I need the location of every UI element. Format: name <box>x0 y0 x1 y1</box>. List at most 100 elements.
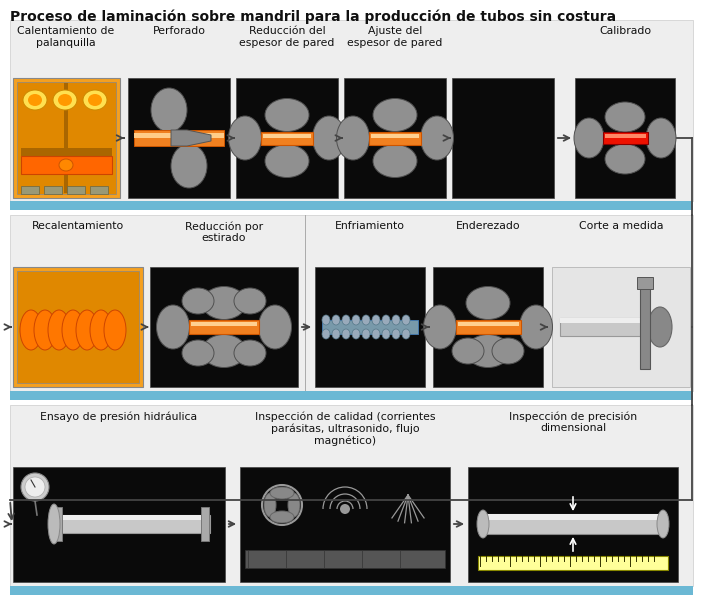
Polygon shape <box>637 277 653 289</box>
Ellipse shape <box>342 329 350 339</box>
Ellipse shape <box>373 98 417 132</box>
Text: Inspección de calidad (corrientes
parásitas, ultrasonido, flujo
magnético): Inspección de calidad (corrientes parási… <box>254 411 435 446</box>
Polygon shape <box>10 391 693 400</box>
Text: Enderezado: Enderezado <box>456 221 520 231</box>
Polygon shape <box>468 467 678 582</box>
Polygon shape <box>189 320 259 334</box>
Polygon shape <box>54 507 62 541</box>
Polygon shape <box>10 215 693 391</box>
Ellipse shape <box>313 116 345 160</box>
Polygon shape <box>245 550 445 568</box>
Text: Reducción por
estirado: Reducción por estirado <box>185 221 263 243</box>
Polygon shape <box>575 78 675 198</box>
Ellipse shape <box>59 159 73 171</box>
Ellipse shape <box>171 144 207 188</box>
Ellipse shape <box>322 315 330 325</box>
Ellipse shape <box>574 118 604 158</box>
Ellipse shape <box>270 487 294 499</box>
Polygon shape <box>263 134 311 138</box>
Ellipse shape <box>382 315 390 325</box>
Text: Enfriamiento: Enfriamiento <box>335 221 405 231</box>
Ellipse shape <box>332 329 340 339</box>
Ellipse shape <box>25 477 45 497</box>
Polygon shape <box>261 132 313 145</box>
Ellipse shape <box>332 315 340 325</box>
Polygon shape <box>452 78 554 198</box>
Ellipse shape <box>259 305 292 349</box>
Ellipse shape <box>265 98 309 132</box>
Polygon shape <box>128 78 230 198</box>
Ellipse shape <box>322 329 330 339</box>
Text: Inspección de precisión
dimensional: Inspección de precisión dimensional <box>509 411 637 433</box>
Text: Calibrado: Calibrado <box>599 26 651 36</box>
Ellipse shape <box>372 315 380 325</box>
Polygon shape <box>191 322 257 326</box>
Ellipse shape <box>492 338 524 364</box>
Polygon shape <box>64 83 68 193</box>
Ellipse shape <box>58 94 72 106</box>
Text: Ensayo de presión hidráulica: Ensayo de presión hidráulica <box>41 411 198 422</box>
Ellipse shape <box>62 310 84 350</box>
Ellipse shape <box>362 329 370 339</box>
Polygon shape <box>21 148 112 156</box>
Polygon shape <box>605 134 646 138</box>
Ellipse shape <box>605 144 645 174</box>
Polygon shape <box>10 586 693 595</box>
Ellipse shape <box>420 116 453 160</box>
Polygon shape <box>171 130 211 146</box>
Ellipse shape <box>202 334 246 367</box>
Text: Recalentamiento: Recalentamiento <box>32 221 124 231</box>
Polygon shape <box>483 514 663 534</box>
Polygon shape <box>13 467 225 582</box>
Text: Proceso de laminación sobre mandril para la producción de tubos sin costura: Proceso de laminación sobre mandril para… <box>10 9 616 24</box>
Ellipse shape <box>83 90 107 110</box>
Ellipse shape <box>342 315 350 325</box>
Ellipse shape <box>477 510 489 538</box>
Polygon shape <box>560 318 650 336</box>
Ellipse shape <box>264 493 276 517</box>
Polygon shape <box>603 132 648 144</box>
Polygon shape <box>17 271 139 383</box>
Polygon shape <box>10 20 693 201</box>
Ellipse shape <box>28 94 42 106</box>
Text: Ajuste del
espesor de pared: Ajuste del espesor de pared <box>347 26 443 48</box>
Polygon shape <box>21 186 39 194</box>
Polygon shape <box>483 514 663 520</box>
Polygon shape <box>315 267 425 387</box>
Ellipse shape <box>337 116 370 160</box>
Ellipse shape <box>466 334 510 367</box>
Polygon shape <box>344 78 446 198</box>
Text: Corte a medida: Corte a medida <box>579 221 663 231</box>
Polygon shape <box>201 507 209 541</box>
Polygon shape <box>58 515 210 520</box>
Ellipse shape <box>234 340 266 366</box>
Ellipse shape <box>402 315 410 325</box>
Ellipse shape <box>157 305 190 349</box>
Ellipse shape <box>392 315 400 325</box>
Ellipse shape <box>23 90 47 110</box>
Ellipse shape <box>520 305 553 349</box>
Ellipse shape <box>53 90 77 110</box>
Polygon shape <box>44 186 62 194</box>
Ellipse shape <box>657 510 669 538</box>
Ellipse shape <box>372 329 380 339</box>
Polygon shape <box>322 320 418 334</box>
Ellipse shape <box>90 310 112 350</box>
Ellipse shape <box>382 329 390 339</box>
Polygon shape <box>456 320 521 334</box>
Polygon shape <box>13 78 120 198</box>
Text: Perforado: Perforado <box>153 26 205 36</box>
Polygon shape <box>13 267 143 387</box>
Polygon shape <box>90 186 108 194</box>
Ellipse shape <box>402 329 410 339</box>
Polygon shape <box>640 285 650 369</box>
Ellipse shape <box>392 329 400 339</box>
Ellipse shape <box>20 310 42 350</box>
Polygon shape <box>552 267 690 387</box>
Ellipse shape <box>423 305 456 349</box>
Ellipse shape <box>151 88 187 132</box>
Polygon shape <box>560 318 650 323</box>
Text: Reducción del
espesor de pared: Reducción del espesor de pared <box>239 26 335 48</box>
Ellipse shape <box>88 94 102 106</box>
Polygon shape <box>150 267 298 387</box>
